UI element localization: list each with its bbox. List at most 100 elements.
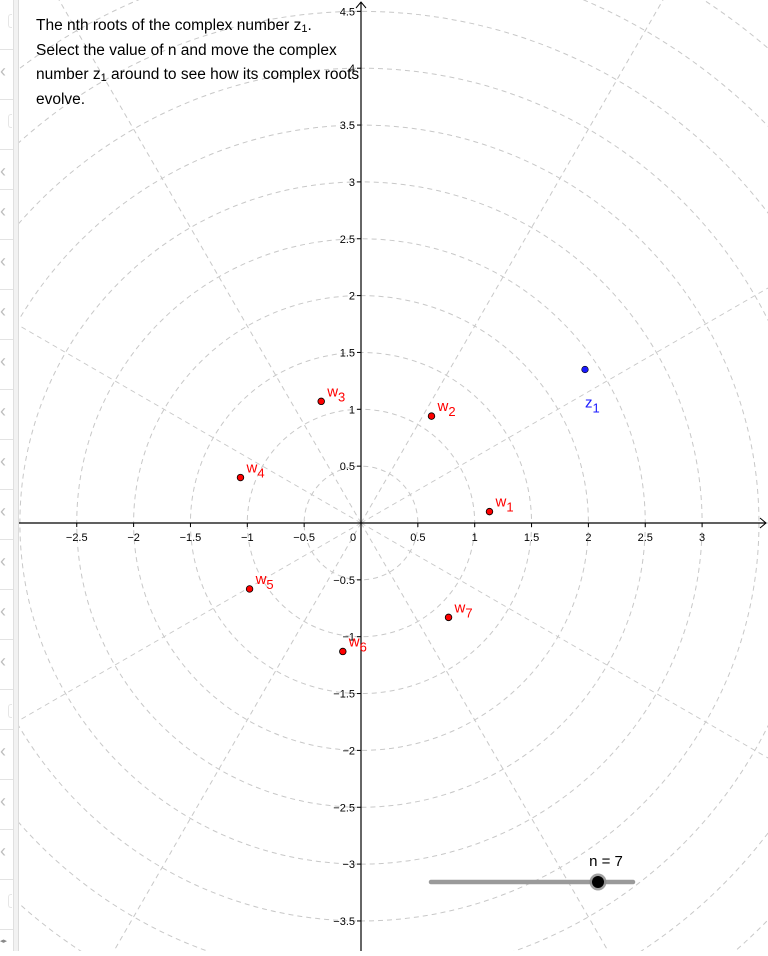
chevron-left-icon[interactable]: ‹ — [0, 741, 6, 761]
grid-spoke — [360, 522, 768, 759]
x-tick-label: 2 — [585, 532, 591, 544]
root-point-w5[interactable] — [245, 585, 254, 593]
info-line-3-rest: around to see how its complex roots — [106, 66, 360, 83]
grid-ring — [0, 0, 768, 49]
y-tick-label: 0.5 — [340, 461, 355, 473]
y-tick-label: 2 — [349, 291, 355, 303]
algebra-panel-collapsed: ‹ ‹ ‹ ‹ ‹ ‹ ‹ ‹ ‹ ‹ ‹ ‹ ‹ ‹ ‹ — [0, 0, 13, 951]
root-label-w1: w1 — [494, 494, 513, 515]
x-tick-label: 1.5 — [524, 532, 539, 544]
root-label-w4: w4 — [245, 460, 264, 481]
subscript: 1 — [100, 72, 107, 84]
row-marker-icon — [8, 704, 12, 718]
algebra-row[interactable]: ‹ — [0, 590, 13, 640]
instructions-text: The nth roots of the complex number z1. … — [36, 14, 396, 112]
grid-ring — [19, 0, 768, 951]
chevron-left-icon[interactable]: ‹ — [0, 451, 6, 471]
grid-spoke — [360, 287, 768, 524]
x-tick-label: 0.5 — [410, 532, 425, 544]
algebra-row[interactable]: ‹ — [0, 830, 13, 880]
x-tick-label: −0.5 — [293, 532, 315, 544]
root-label-w5: w5 — [255, 571, 274, 592]
root-label-w2: w2 — [436, 398, 455, 419]
grid-spoke — [110, 522, 362, 956]
y-tick-label: 4 — [349, 63, 355, 75]
x-axis-arrow-icon — [759, 517, 767, 529]
y-tick-label: 2.5 — [340, 234, 355, 246]
x-tick-label: 3 — [699, 532, 705, 544]
algebra-row[interactable] — [0, 880, 13, 930]
algebra-row[interactable]: ‹ — [0, 240, 13, 290]
chevron-left-icon[interactable]: ‹ — [0, 351, 6, 371]
y-tick-label: −1.5 — [333, 689, 355, 701]
algebra-row[interactable] — [0, 690, 13, 730]
algebra-row[interactable]: ‹ — [0, 640, 13, 690]
x-tick-label: −2 — [127, 532, 140, 544]
chevron-left-icon[interactable]: ‹ — [0, 791, 6, 811]
x-tick-label: −1.5 — [180, 532, 202, 544]
y-tick-label: 1 — [349, 404, 355, 416]
algebra-row[interactable]: ‹ — [0, 150, 13, 190]
y-tick-label: −3 — [342, 859, 355, 871]
info-line-4: evolve. — [36, 91, 86, 108]
root-label-w6: w6 — [348, 633, 367, 654]
row-marker-icon — [8, 14, 12, 28]
root-point-w3[interactable] — [317, 397, 325, 406]
algebra-row[interactable]: ‹ — [0, 440, 13, 490]
info-punct: . — [307, 17, 312, 34]
z1-label: z1 — [585, 395, 600, 416]
chevron-left-icon[interactable]: ‹ — [0, 301, 6, 321]
algebra-row[interactable] — [0, 0, 13, 50]
info-line-2: Select the value of n and move the compl… — [36, 42, 337, 59]
algebra-row[interactable]: ‹ — [0, 730, 13, 780]
grid-spoke — [0, 522, 362, 733]
y-tick-label: −3.5 — [333, 916, 355, 928]
chevron-left-icon[interactable]: ‹ — [0, 61, 6, 81]
chevron-left-icon[interactable]: ‹ — [0, 551, 6, 571]
slider-n-knob[interactable] — [592, 876, 604, 888]
panel-nav-arrows[interactable]: ◂ ▸ — [0, 938, 7, 945]
chevron-left-icon[interactable]: ‹ — [0, 651, 6, 671]
root-label-w3: w3 — [326, 383, 345, 404]
grid-ring — [0, 11, 768, 956]
algebra-row[interactable]: ‹ — [0, 780, 13, 830]
chevron-left-icon[interactable]: ‹ — [0, 501, 6, 521]
algebra-row[interactable]: ‹ — [0, 340, 13, 390]
algebra-row[interactable]: ‹ — [0, 190, 13, 240]
z1-point[interactable] — [581, 365, 589, 374]
root-point-w2[interactable] — [427, 412, 436, 420]
chevron-left-icon[interactable]: ‹ — [0, 201, 6, 221]
algebra-row[interactable]: ‹ — [0, 540, 13, 590]
chevron-left-icon[interactable]: ‹ — [0, 401, 6, 421]
algebra-row[interactable]: ‹ — [0, 50, 13, 100]
algebra-row[interactable] — [0, 100, 13, 150]
chevron-left-icon[interactable]: ‹ — [0, 841, 6, 861]
algebra-row[interactable]: ‹ — [0, 390, 13, 440]
algebra-row[interactable]: ‹ — [0, 290, 13, 340]
chevron-left-icon[interactable]: ‹ — [0, 601, 6, 621]
root-point-w7[interactable] — [444, 613, 453, 622]
root-point-w1[interactable] — [485, 507, 494, 516]
x-tick-label: 1 — [472, 532, 478, 544]
root-point-w6[interactable] — [339, 647, 347, 656]
y-tick-label: 4.5 — [340, 6, 355, 18]
grid-spoke — [360, 522, 612, 956]
x-tick-label: −2.5 — [66, 532, 88, 544]
chevron-left-icon[interactable]: ‹ — [0, 161, 6, 181]
y-tick-label: −2 — [342, 745, 355, 757]
y-tick-label: 3 — [349, 177, 355, 189]
info-line-3: number z — [36, 66, 101, 83]
algebra-row[interactable]: ‹ — [0, 490, 13, 540]
panel-divider[interactable] — [13, 0, 19, 951]
x-tick-label: −1 — [241, 532, 254, 544]
y-tick-label: 1.5 — [340, 347, 355, 359]
grid-spoke — [360, 0, 664, 524]
y-tick-label: −1 — [342, 632, 355, 644]
y-tick-label: −2.5 — [333, 802, 355, 814]
root-point-w4[interactable] — [236, 473, 245, 482]
row-marker-icon — [8, 114, 12, 128]
chevron-left-icon[interactable]: ‹ — [0, 251, 6, 271]
